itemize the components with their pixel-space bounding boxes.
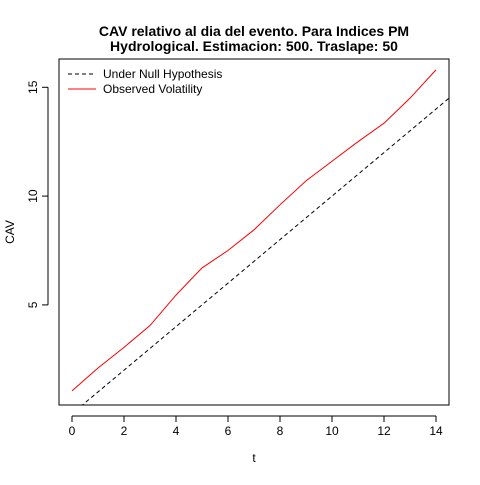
y-tick-label: 15 [26,80,40,94]
x-tick-label: 12 [377,424,391,438]
x-tick-label: 6 [225,424,232,438]
legend: Under Null Hypothesis Observed Volatilit… [68,67,222,96]
x-tick-label: 10 [325,424,339,438]
x-tick-label: 14 [429,424,443,438]
plot-frame [58,58,450,406]
x-tick-label: 0 [69,424,76,438]
x-tick-label: 4 [173,424,180,438]
series-line-null-hypothesis [81,97,449,405]
y-tick-label: 5 [26,301,40,308]
y-axis: 5 10 15 [26,80,49,308]
chart-subtitle: Hydrological. Estimacion: 500. Traslape:… [110,38,398,54]
plot-area [71,69,449,405]
y-tick-label: 10 [26,189,40,203]
x-tick-label: 8 [277,424,284,438]
x-axis: 0 2 4 6 8 10 12 14 [69,415,443,438]
legend-label-observed-volatility: Observed Volatility [103,82,202,96]
x-tick-label: 2 [121,424,128,438]
legend-label-null-hypothesis: Under Null Hypothesis [103,67,222,81]
series-line-observed-volatility [71,69,437,392]
chart-title: CAV relativo al dia del evento. Para Ind… [99,23,409,39]
x-axis-label: t [252,451,256,465]
y-axis-label: CAV [3,220,17,244]
